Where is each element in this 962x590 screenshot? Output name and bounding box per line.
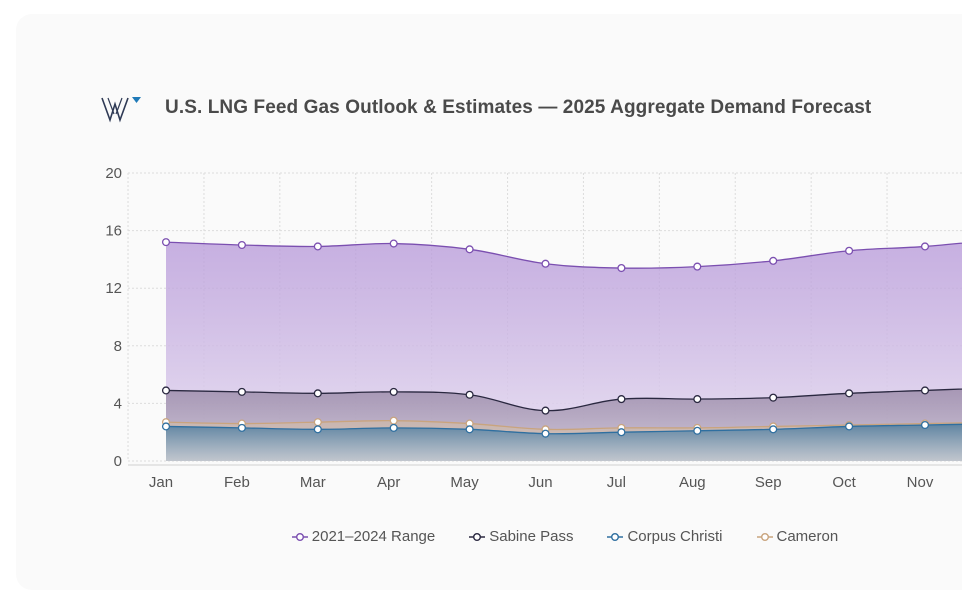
x-tick-label: Aug xyxy=(679,474,706,491)
area-chart: 0 4 8 12 16 20 Jan Feb Mar Apr May Jun Jul Aug Sep Oct N… xyxy=(105,165,962,491)
data-point xyxy=(541,406,550,415)
series-line-0 xyxy=(165,241,962,269)
data-point xyxy=(237,423,246,432)
series-line-3 xyxy=(165,419,962,431)
legend-label: Sabine Pass xyxy=(489,528,574,545)
x-tick-label: Jul xyxy=(607,474,626,491)
legend-item-range[interactable]: 2021–2024 Range xyxy=(291,528,436,545)
data-point xyxy=(769,393,778,402)
data-point xyxy=(465,425,474,434)
y-tick-label: 8 xyxy=(114,338,122,355)
legend-item-cameron[interactable]: Cameron xyxy=(756,528,839,545)
data-point xyxy=(541,259,550,268)
chart-legend: 2021–2024 Range Sabine Pass Corpus Chris… xyxy=(0,528,962,545)
data-point xyxy=(313,389,322,398)
x-tick-label: Oct xyxy=(832,474,856,491)
data-point xyxy=(693,395,702,404)
x-tick-label: Jan xyxy=(149,474,173,491)
data-point xyxy=(389,423,398,432)
data-point xyxy=(617,395,626,404)
y-tick-label: 20 xyxy=(105,165,122,182)
legend-label: Cameron xyxy=(776,528,839,545)
data-point xyxy=(693,262,702,271)
legend-item-corpus-christi[interactable]: Corpus Christi xyxy=(607,528,723,545)
legend-marker-icon xyxy=(469,532,486,541)
series-line-1 xyxy=(165,388,962,412)
legend-marker-icon xyxy=(291,532,308,541)
x-tick-label: Sep xyxy=(755,474,782,491)
y-tick-label: 16 xyxy=(105,223,122,240)
legend-item-sabine-pass[interactable]: Sabine Pass xyxy=(469,528,573,545)
data-point xyxy=(617,263,626,273)
x-tick-label: Jun xyxy=(528,474,552,491)
y-tick-label: 4 xyxy=(114,395,122,412)
data-point xyxy=(161,386,171,395)
x-tick-label: Nov xyxy=(907,474,934,491)
data-point xyxy=(920,420,930,430)
data-point xyxy=(769,425,778,434)
legend-marker-icon xyxy=(607,532,624,541)
data-point xyxy=(313,425,322,434)
x-tick-label: Mar xyxy=(300,474,326,491)
legend-label: Corpus Christi xyxy=(627,528,723,545)
data-point xyxy=(313,418,322,427)
data-point xyxy=(920,386,930,395)
data-point xyxy=(845,246,854,255)
data-point xyxy=(617,428,626,437)
data-point xyxy=(237,387,246,396)
data-point xyxy=(693,426,702,435)
company-logo xyxy=(101,97,141,123)
series-line-2 xyxy=(165,423,962,435)
data-point xyxy=(161,238,171,247)
data-point xyxy=(845,389,854,398)
data-point xyxy=(389,416,398,425)
data-point xyxy=(541,429,550,438)
data-point xyxy=(920,242,930,251)
x-tick-label: Apr xyxy=(377,474,400,491)
y-tick-label: 12 xyxy=(105,280,122,297)
data-point xyxy=(313,242,322,251)
chart-title: U.S. LNG Feed Gas Outlook & Estimates — … xyxy=(165,97,872,118)
x-tick-label: Feb xyxy=(224,474,250,491)
legend-marker-icon xyxy=(756,532,773,541)
data-point xyxy=(465,245,474,254)
data-point xyxy=(769,256,778,265)
x-tick-label: May xyxy=(450,474,479,491)
data-point xyxy=(845,422,854,431)
y-tick-label: 0 xyxy=(114,453,122,470)
data-point xyxy=(465,390,474,399)
data-point xyxy=(237,240,246,250)
data-point xyxy=(389,387,398,396)
legend-label: 2021–2024 Range xyxy=(311,528,436,545)
series-area-2 xyxy=(166,424,962,461)
data-point xyxy=(161,422,171,431)
data-point xyxy=(389,239,398,248)
